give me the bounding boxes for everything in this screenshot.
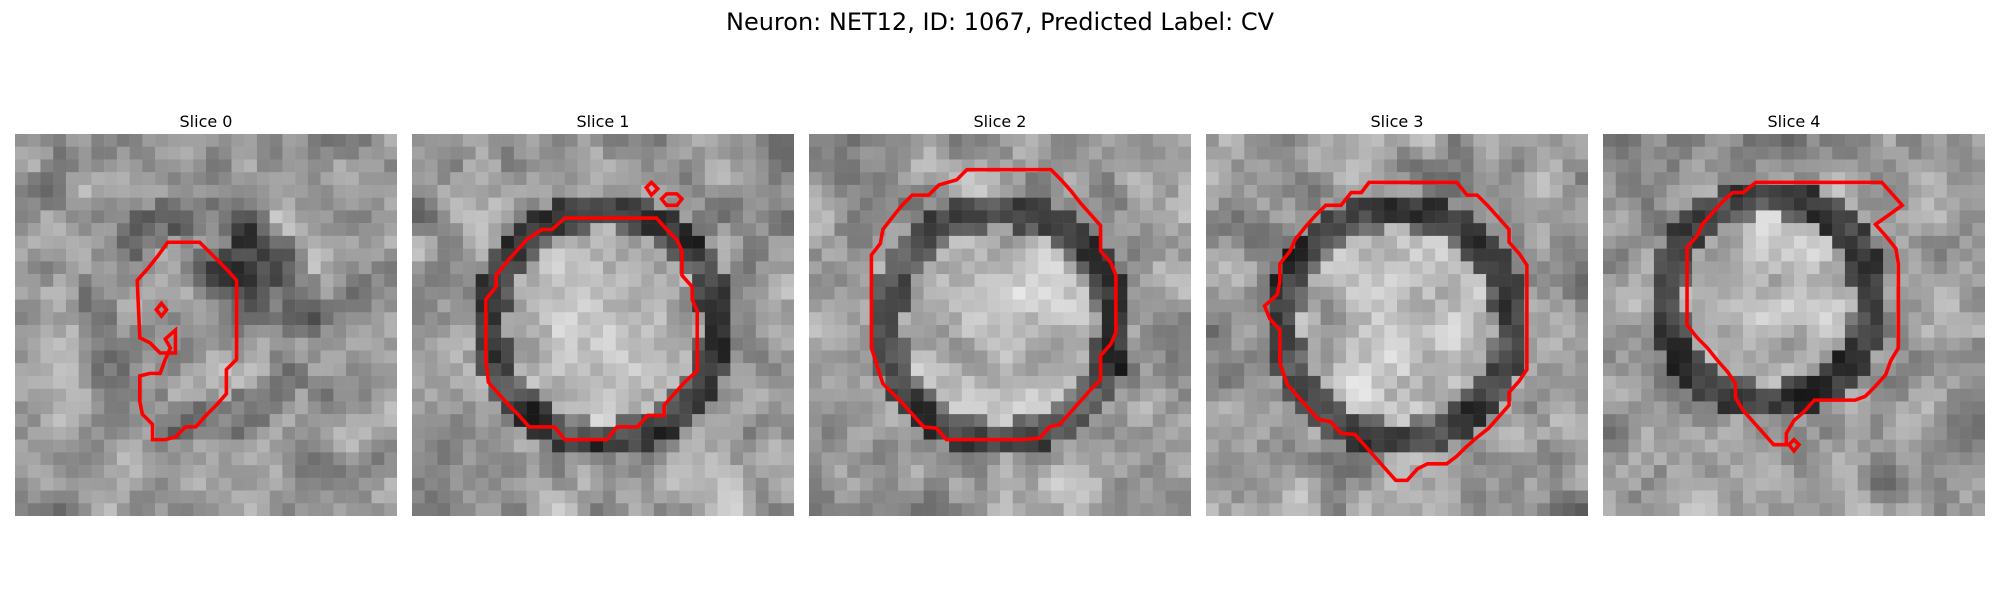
- grayscale-image-1: [412, 134, 794, 516]
- segmentation-contour-2: [869, 167, 1118, 442]
- grayscale-image-2: [809, 134, 1191, 516]
- slice-title-4: Slice 4: [1767, 112, 1821, 131]
- segmentation-contour-0b: [154, 300, 169, 319]
- slice-image-2: [809, 134, 1191, 516]
- slice-panel-2: Slice 2: [809, 110, 1191, 516]
- segmentation-contour-3: [1262, 180, 1529, 483]
- slice-panel-1: Slice 1: [412, 110, 794, 516]
- slice-title-2: Slice 2: [973, 112, 1027, 131]
- grayscale-image-3: [1206, 134, 1588, 516]
- slice-image-3: [1206, 134, 1588, 516]
- slice-image-4: [1603, 134, 1985, 516]
- segmentation-contour-4: [1685, 180, 1905, 447]
- slice-title-3: Slice 3: [1370, 112, 1424, 131]
- slice-image-0: [15, 134, 397, 516]
- segmentation-contour-1b: [643, 179, 685, 208]
- slice-title-0: Slice 0: [179, 112, 233, 131]
- segmentation-contour-1: [484, 216, 700, 442]
- grayscale-image-4: [1603, 134, 1985, 516]
- figure-title: Neuron: NET12, ID: 1067, Predicted Label…: [726, 8, 1274, 36]
- slice-panel-3: Slice 3: [1206, 110, 1588, 516]
- segmentation-contour-0: [135, 240, 239, 442]
- segmentation-contour-4b: [1786, 437, 1802, 454]
- slice-panel-0: Slice 0: [15, 110, 397, 516]
- slice-panel-4: Slice 4: [1603, 110, 1985, 516]
- slice-image-1: [412, 134, 794, 516]
- grayscale-image-0: [15, 134, 397, 516]
- slice-title-1: Slice 1: [576, 112, 630, 131]
